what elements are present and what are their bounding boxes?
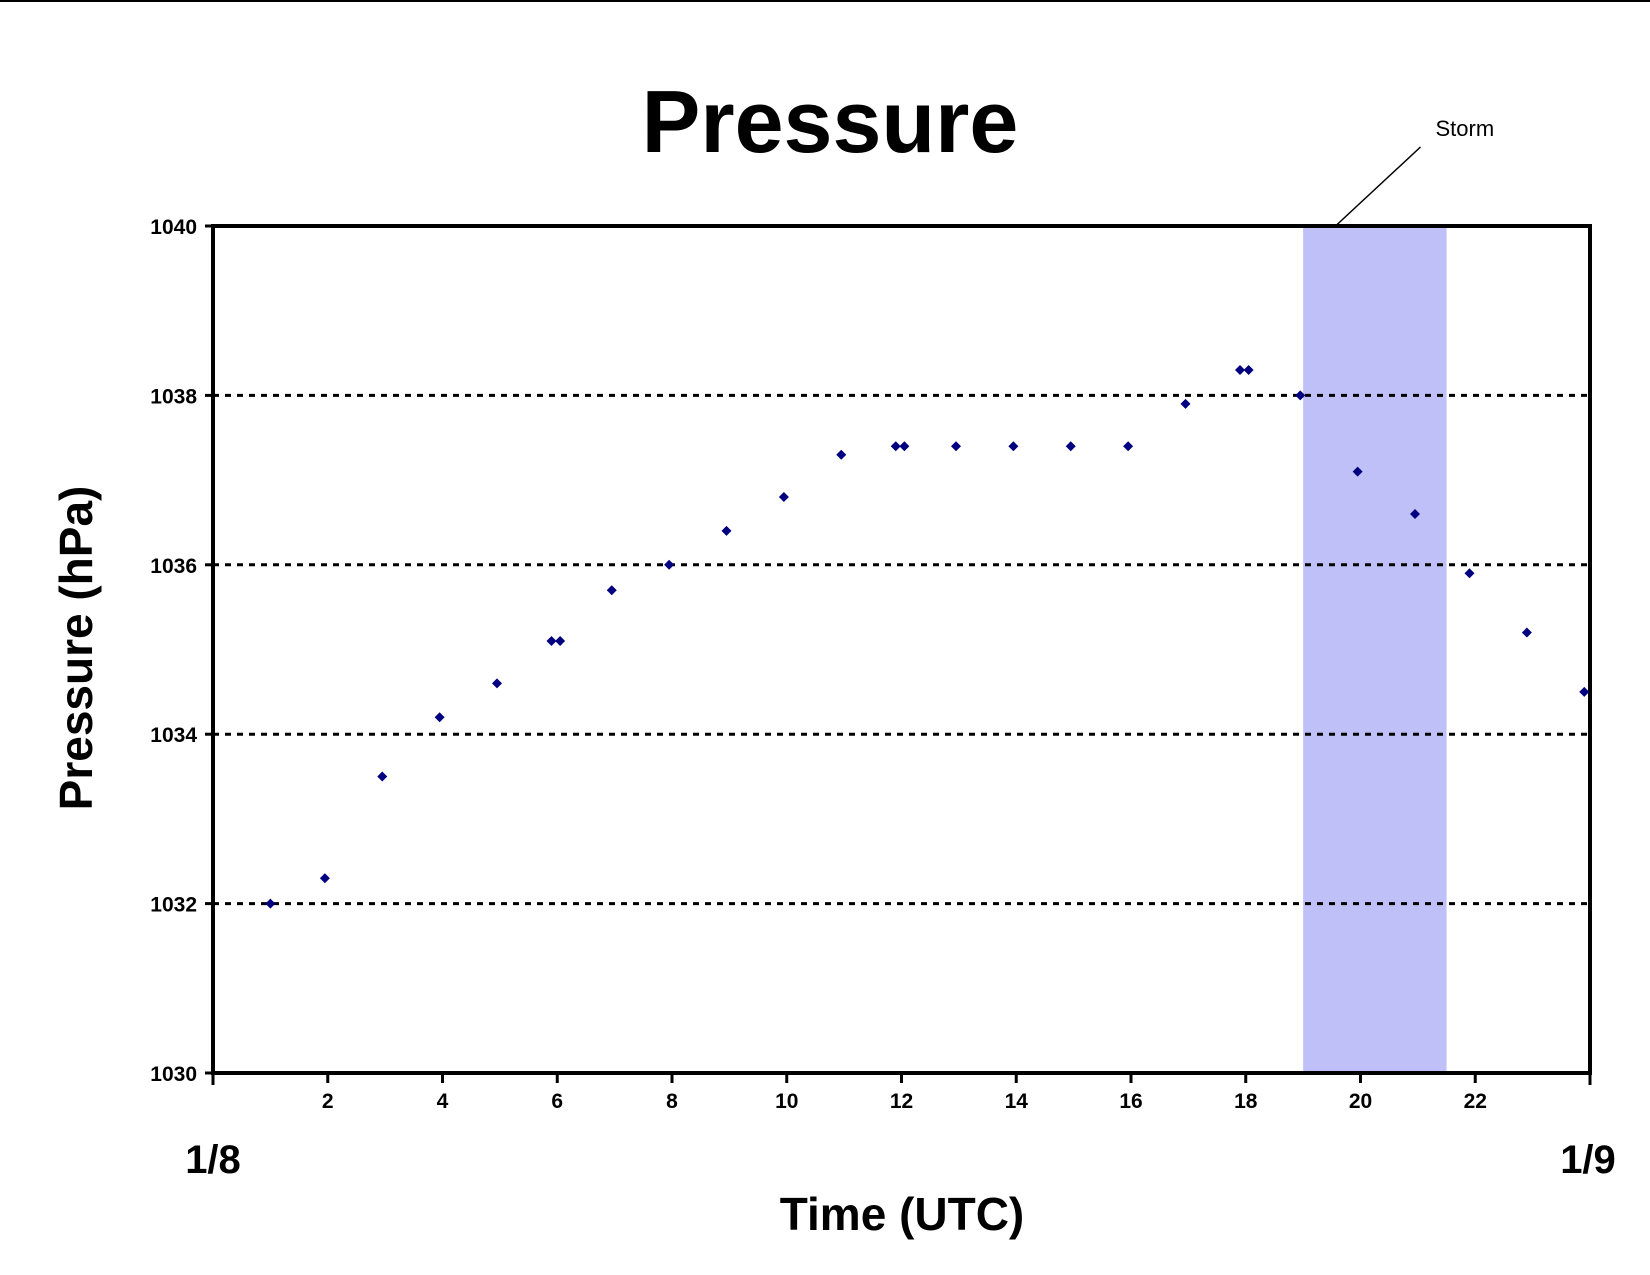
data-point	[606, 585, 617, 596]
data-point	[434, 712, 445, 723]
y-tick-label: 1034	[150, 724, 197, 747]
storm-annotation-label: Storm	[1436, 116, 1495, 141]
y-axis-label: Pressure (hPa)	[50, 486, 102, 811]
data-point	[546, 636, 557, 647]
y-axis-ticks: 1030 1032 1034 1036 1038 1040	[150, 216, 213, 1086]
data-point	[1352, 466, 1363, 477]
data-point	[890, 441, 901, 452]
data-point	[1579, 686, 1590, 697]
x-tick-label: 6	[551, 1090, 563, 1113]
x-tick-label: 18	[1234, 1090, 1258, 1113]
y-tick-label: 1030	[150, 1063, 197, 1086]
y-tick-label: 1036	[150, 555, 197, 578]
data-point	[555, 636, 566, 647]
data-point	[1521, 627, 1532, 638]
data-point	[1123, 441, 1134, 452]
data-point	[1295, 390, 1306, 401]
date-label-start: 1/8	[185, 1138, 241, 1182]
data-points	[265, 364, 1590, 909]
x-tick-label: 2	[322, 1090, 334, 1113]
data-point	[1410, 508, 1421, 519]
y-tick-label: 1032	[150, 894, 197, 917]
data-point	[1008, 441, 1019, 452]
data-point	[1180, 398, 1191, 409]
chart-title: Pressure	[642, 72, 1019, 171]
storm-annotation-leader-line	[1334, 146, 1422, 227]
x-tick-label: 22	[1464, 1090, 1487, 1113]
data-point	[319, 873, 330, 884]
y-tick-label: 1040	[150, 216, 197, 239]
data-point	[265, 898, 276, 909]
x-axis-label: Time (UTC)	[780, 1188, 1025, 1240]
x-tick-label: 8	[666, 1090, 678, 1113]
x-axis-ticks: 2 4 6 8 10 12 14 16 18 20 22	[211, 1073, 1592, 1113]
data-point	[899, 441, 910, 452]
data-point	[1243, 364, 1254, 375]
data-point	[1065, 441, 1076, 452]
storm-shaded-region	[1303, 226, 1447, 1073]
x-tick-label: 16	[1119, 1090, 1142, 1113]
data-point	[1464, 568, 1475, 579]
data-point	[951, 441, 962, 452]
data-point	[1235, 364, 1246, 375]
x-tick-label: 12	[890, 1090, 913, 1113]
x-tick-label: 20	[1349, 1090, 1372, 1113]
date-label-end: 1/9	[1560, 1138, 1616, 1182]
data-point	[778, 492, 789, 503]
x-tick-label: 4	[437, 1090, 449, 1113]
x-tick-label: 14	[1005, 1090, 1029, 1113]
data-point	[664, 559, 675, 570]
data-point	[836, 449, 847, 460]
data-point	[721, 525, 732, 536]
gridlines	[213, 393, 1590, 906]
y-tick-label: 1038	[150, 385, 197, 408]
data-point	[377, 771, 388, 782]
x-tick-label: 10	[775, 1090, 798, 1113]
data-point	[492, 678, 503, 689]
